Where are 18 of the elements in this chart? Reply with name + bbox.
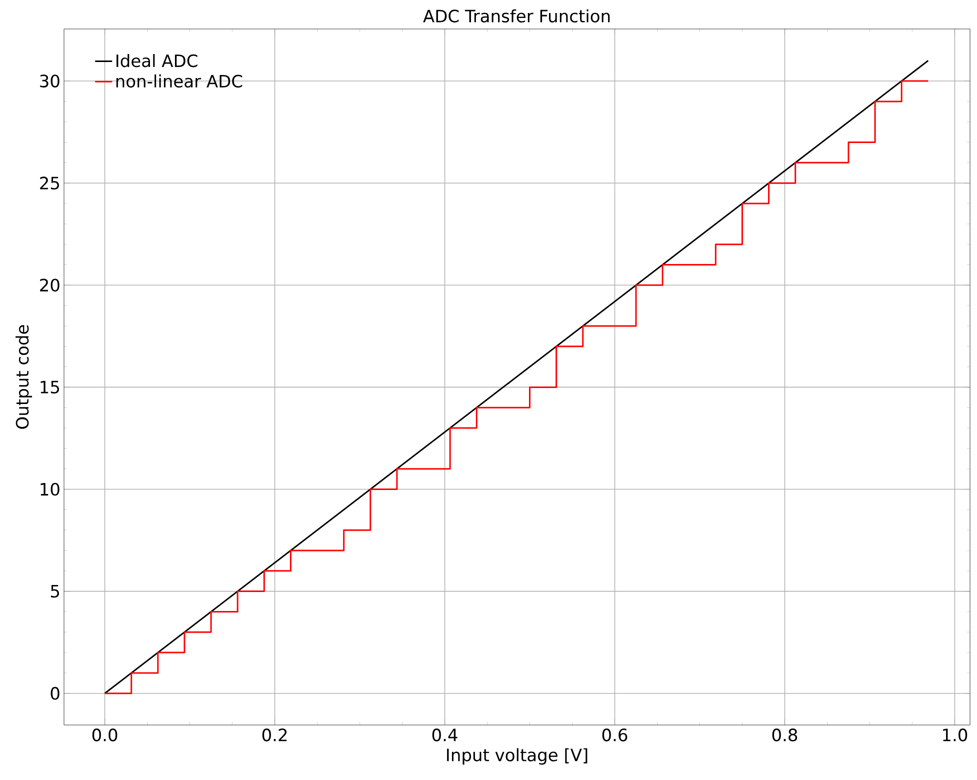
- legend-label: non-linear ADC: [116, 74, 242, 88]
- x-tick-label: 0.2: [262, 728, 287, 742]
- y-tick-label: 25: [40, 176, 59, 190]
- legend-label: Ideal ADC: [116, 54, 198, 68]
- y-tick-label: 20: [40, 278, 60, 292]
- x-tick-label: 0.0: [92, 728, 118, 742]
- y-tick-label: 15: [40, 380, 59, 394]
- chart-title: ADC Transfer Function: [423, 9, 610, 22]
- y-tick-label: 10: [40, 482, 60, 496]
- x-tick-label: 0.6: [602, 728, 628, 742]
- x-tick-label: 0.8: [772, 728, 798, 742]
- y-axis-title: Output code: [16, 325, 32, 429]
- y-tick-label: 0: [50, 686, 60, 700]
- x-axis-title: Input voltage [V]: [447, 748, 588, 765]
- x-tick-label: 0.4: [432, 728, 458, 742]
- y-tick-label: 30: [40, 74, 60, 88]
- y-tick-label: 5: [50, 584, 59, 598]
- x-tick-label: 1.0: [943, 728, 968, 742]
